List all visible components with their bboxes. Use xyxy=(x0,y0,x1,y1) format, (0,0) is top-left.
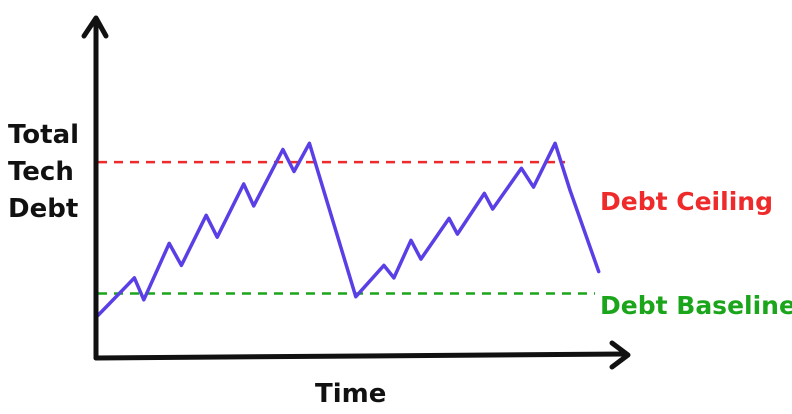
debt-baseline-label: Debt Baseline xyxy=(600,291,792,320)
y-axis-label-line-3: Debt xyxy=(8,194,78,224)
axes xyxy=(81,15,631,370)
debt-ceiling-label: Debt Ceiling xyxy=(600,187,773,216)
tech-debt-series-line xyxy=(96,141,601,318)
x-axis-arrowhead xyxy=(609,340,631,370)
x-axis xyxy=(93,351,627,361)
y-axis-arrowhead xyxy=(81,15,109,39)
labels: Total Tech Debt Time Debt Ceiling Debt B… xyxy=(8,120,792,409)
series-layer xyxy=(96,141,601,318)
y-axis-label-line-2: Tech xyxy=(8,157,74,187)
threshold-lines xyxy=(98,160,595,295)
y-axis-label-line-1: Total xyxy=(8,120,79,150)
x-axis-label: Time xyxy=(315,379,386,409)
